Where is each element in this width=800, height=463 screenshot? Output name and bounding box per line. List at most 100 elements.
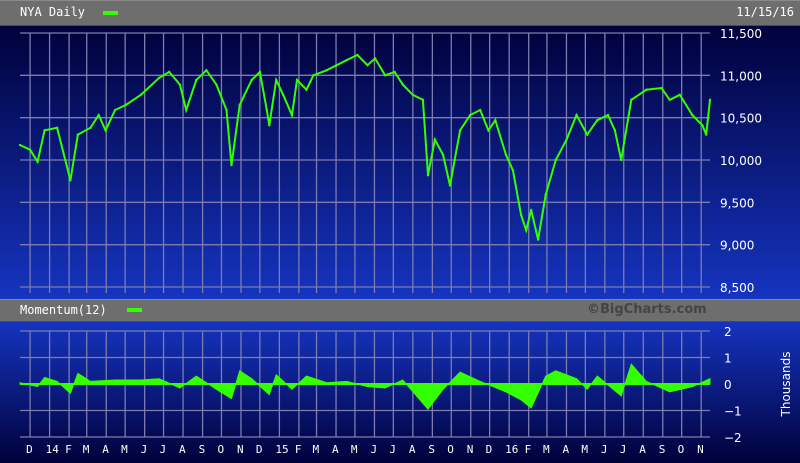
price-point xyxy=(487,129,490,132)
price-point xyxy=(305,88,308,91)
price-point xyxy=(705,133,708,136)
price-y-tick-label: 10,500 xyxy=(720,112,762,126)
momentum-header-bar: Momentum(12) ©BigCharts.com xyxy=(0,299,800,322)
price-point xyxy=(366,63,369,67)
price-point xyxy=(345,58,348,62)
x-tick-label: A xyxy=(409,443,416,456)
price-point xyxy=(124,103,127,107)
price-point xyxy=(708,98,712,102)
price-point xyxy=(335,63,338,67)
price-point xyxy=(290,113,294,117)
price-point xyxy=(544,193,547,196)
x-tick-label: J xyxy=(370,443,377,456)
price-point xyxy=(411,93,415,97)
price-point xyxy=(238,103,241,107)
price-point xyxy=(441,153,445,157)
price-point xyxy=(504,153,508,157)
x-tick-label: S xyxy=(659,443,666,456)
price-point xyxy=(281,93,285,97)
x-tick-label: M xyxy=(83,443,90,456)
price-point xyxy=(275,78,278,82)
price-point xyxy=(554,158,557,162)
price-point xyxy=(97,113,100,117)
momentum-y-tick-label: 1 xyxy=(724,352,732,366)
price-point xyxy=(565,138,568,141)
momentum-y-tick-label: 2 xyxy=(724,325,732,339)
price-legend-swatch xyxy=(103,11,118,15)
price-point xyxy=(113,108,117,112)
x-tick-label: 15 xyxy=(275,443,288,456)
price-point xyxy=(205,69,208,72)
momentum-title: Momentum(12) xyxy=(20,303,107,317)
x-tick-label: S xyxy=(428,443,435,456)
price-point xyxy=(312,74,315,77)
price-point xyxy=(575,113,578,117)
price-point xyxy=(678,93,681,97)
price-point xyxy=(519,213,523,217)
x-tick-label: O xyxy=(217,443,224,456)
price-point xyxy=(421,98,425,102)
price-point xyxy=(586,133,589,136)
price-point xyxy=(89,126,92,130)
price-point xyxy=(401,83,404,86)
x-tick-label: M xyxy=(543,443,550,456)
copyright-text: ©BigCharts.com xyxy=(587,302,707,317)
momentum-legend-swatch xyxy=(127,308,142,312)
price-point xyxy=(168,70,171,74)
price-y-tick-label: 9,000 xyxy=(720,239,754,253)
price-point xyxy=(215,83,218,86)
price-point xyxy=(265,108,268,112)
momentum-panel-background xyxy=(0,321,800,463)
chart-title: NYA Daily xyxy=(20,5,86,19)
price-y-tick-label: 9,500 xyxy=(720,196,754,210)
price-point xyxy=(36,160,39,163)
price-point xyxy=(28,148,32,152)
price-point xyxy=(295,78,299,82)
x-tick-label: A xyxy=(102,443,109,456)
momentum-y-tick-label: 0 xyxy=(724,378,732,392)
price-y-tick-label: 11,000 xyxy=(720,69,762,83)
price-y-tick-label: 11,500 xyxy=(720,27,762,41)
price-point xyxy=(433,138,437,141)
price-point xyxy=(139,93,143,97)
x-tick-label: F xyxy=(295,443,302,456)
x-tick-label: A xyxy=(179,443,186,456)
price-point xyxy=(596,119,599,122)
price-point xyxy=(494,119,497,122)
x-tick-label: D xyxy=(256,443,263,456)
price-point xyxy=(104,129,107,132)
price-point xyxy=(157,76,161,80)
x-tick-label: J xyxy=(160,443,167,456)
x-tick-label: A xyxy=(562,443,569,456)
price-point xyxy=(536,238,540,241)
momentum-y-tick-label: −1 xyxy=(724,405,742,419)
momentum-y-tick-label: −2 xyxy=(724,431,742,445)
price-y-tick-label: 10,000 xyxy=(720,154,762,168)
x-tick-label: 16 xyxy=(505,443,518,456)
price-point xyxy=(76,133,80,136)
price-panel-background xyxy=(0,25,800,299)
price-point xyxy=(530,208,533,212)
x-tick-label: J xyxy=(141,443,148,456)
price-point xyxy=(373,57,377,60)
x-tick-label: D xyxy=(486,443,493,456)
x-tick-label: M xyxy=(351,443,358,456)
x-tick-label: J xyxy=(389,443,396,456)
chart-date: 11/15/16 xyxy=(736,5,794,19)
price-point xyxy=(178,83,182,86)
x-tick-label: F xyxy=(65,443,72,456)
price-point xyxy=(660,86,663,90)
x-tick-label: J xyxy=(601,443,608,456)
price-point xyxy=(383,74,387,77)
price-point xyxy=(55,126,59,130)
price-point xyxy=(645,88,648,91)
price-point xyxy=(468,113,472,117)
price-point xyxy=(393,70,396,74)
price-header-bar: NYA Daily 11/15/16 xyxy=(0,0,800,26)
price-point xyxy=(18,143,22,147)
x-tick-label: O xyxy=(678,443,685,456)
price-point xyxy=(185,108,188,112)
price-point xyxy=(691,113,694,117)
price-y-tick-label: 8,500 xyxy=(720,281,754,295)
